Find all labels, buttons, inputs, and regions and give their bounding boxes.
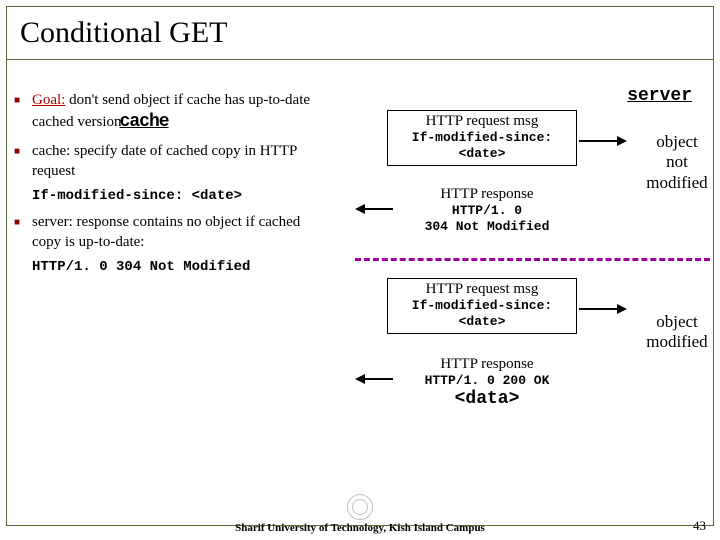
page-number: 43 [693,518,706,534]
content-region: ■ Goal: don't send object if cache has u… [14,78,710,510]
data-label: <data> [397,389,577,409]
msg-title: HTTP response [397,356,577,373]
msg-title: HTTP request msg [394,113,570,130]
msg-code: If-modified-since: [394,298,570,314]
footer-text: Sharif University of Technology, Kish Is… [0,522,720,534]
arrow-icon [579,140,619,142]
code-line: If-modified-since: <date> [32,187,329,206]
slide-title: Conditional GET [20,16,700,50]
bullet-icon: ■ [14,90,32,135]
title-region: Conditional GET [6,6,714,60]
annotation-2: object modified [640,312,714,353]
bullet-item: ■ cache: specify date of cached copy in … [14,141,329,182]
arrow-icon [363,378,393,380]
server-label: server [627,86,692,106]
msg-title: HTTP request msg [394,281,570,298]
msg-code: 304 Not Modified [397,219,577,235]
cache-label: cache [120,112,169,132]
goal-label: Goal: [32,92,65,108]
msg-code: <date> [394,146,570,162]
request-box-2: HTTP request msg If-modified-since: <dat… [387,278,577,334]
msg-code: HTTP/1. 0 200 OK [397,373,577,389]
diagram-region: server HTTP request msg If-modified-sinc… [337,78,710,510]
msg-title: HTTP response [397,186,577,203]
bullet-list: ■ Goal: don't send object if cache has u… [14,78,329,510]
response-block-1: HTTP response HTTP/1. 0 304 Not Modified [397,186,577,236]
bullet-icon: ■ [14,212,32,253]
bullet-item: ■ Goal: don't send object if cache has u… [14,90,329,135]
msg-code: <date> [394,314,570,330]
bullet-icon: ■ [14,141,32,182]
msg-code: HTTP/1. 0 [397,203,577,219]
seal-icon [347,494,373,520]
code-line: HTTP/1. 0 304 Not Modified [32,258,329,277]
bullet-text: Goal: don't send object if cache has up-… [32,90,329,135]
bullet-text: server: response contains no object if c… [32,212,329,253]
response-block-2: HTTP response HTTP/1. 0 200 OK <data> [397,356,577,409]
annotation-1: object not modified [640,132,714,193]
msg-code: If-modified-since: [394,130,570,146]
arrow-icon [579,308,619,310]
section-divider [355,258,710,261]
arrow-icon [363,208,393,210]
request-box-1: HTTP request msg If-modified-since: <dat… [387,110,577,166]
bullet-item: ■ server: response contains no object if… [14,212,329,253]
bullet-text: cache: specify date of cached copy in HT… [32,141,329,182]
